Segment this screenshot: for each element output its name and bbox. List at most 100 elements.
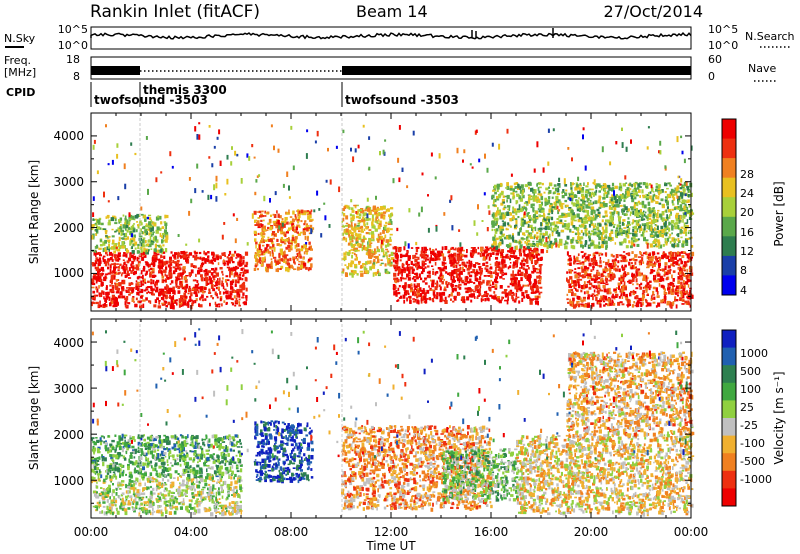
power-cell [571,192,575,196]
power-cell [241,296,245,299]
power-cell [690,251,695,257]
power-cell [119,217,123,221]
power-cell [585,194,588,199]
power-cell [519,267,523,269]
power-cell [209,302,211,307]
power-cell [96,218,98,224]
power-cell [188,272,192,276]
power-cell [345,225,349,227]
power-cell [432,270,434,275]
power-cells [91,122,695,310]
power-cell [593,192,595,197]
power-cell [509,198,512,204]
power-cell [672,278,675,282]
power-cell [656,216,659,219]
power-cell [278,254,281,258]
power-cell [184,290,187,293]
power-cell [203,270,207,273]
power-cell [376,208,380,211]
power-cell [549,240,553,245]
power-cell [234,272,237,276]
power-cell [629,211,633,214]
power-cell [426,271,430,274]
power-cell [583,284,586,286]
power-cell [609,196,611,199]
power-cell [537,208,540,210]
power-cell [150,229,152,232]
power-cell [650,230,654,234]
power-cell [98,285,100,289]
power-cell [570,182,572,186]
power-cell [362,216,365,220]
power-cell [261,210,264,213]
power-cell [645,241,648,244]
power-cell [213,278,216,281]
power-cell [489,266,493,269]
power-cell [604,214,608,218]
power-cell [648,217,652,220]
power-cell [494,191,497,195]
power-cell [400,254,404,258]
power-cell [491,243,495,247]
power-cell [423,256,427,260]
power-cell [358,235,362,239]
power-cell [596,214,600,217]
power-cell [582,210,585,213]
power-cell [561,192,563,195]
power-cell [187,288,190,292]
power-cell [388,254,392,256]
power-cell [374,228,378,232]
power-cell [662,298,665,302]
power-cell [624,206,628,211]
power-cell [114,230,117,233]
power-cell [614,185,618,189]
power-cell [515,182,519,185]
power-cell [597,211,601,215]
power-cell [661,217,665,221]
power-cell [632,232,636,237]
power-cell [194,300,197,304]
power-cell [133,234,136,238]
power-cell [242,256,245,260]
power-cell [539,193,543,197]
power-cell [413,289,415,293]
power-cell [656,260,660,263]
power-cell [294,262,296,265]
power-cell [635,210,639,214]
power-cell [116,263,119,265]
power-cell [201,257,204,262]
power-cell [221,277,224,280]
power-cell [263,239,265,243]
power-cell [192,300,195,304]
power-cell [656,269,659,272]
power-cell [346,205,350,209]
power-cell [388,239,392,242]
power-cell [479,293,482,295]
power-cell [127,236,129,240]
power-cell [686,224,689,229]
power-cell [374,250,377,254]
power-cell [355,256,358,261]
power-cell [541,209,544,213]
power-cell [686,290,688,295]
power-cell [149,239,153,242]
power-cell [494,280,498,284]
power-cell [632,210,635,215]
power-cell [348,206,351,210]
power-cell [201,299,204,302]
power-cell [259,257,262,262]
power-cell [111,290,115,294]
power-cell [242,259,245,264]
power-cell [580,289,583,293]
power-cell [650,269,654,274]
power-cell [477,246,480,250]
power-cell [547,213,551,216]
power-cell [380,248,384,253]
power-cell [499,225,503,229]
power-cell [618,195,621,200]
power-cell [548,199,551,204]
power-cell [149,300,152,304]
power-cell [447,251,450,254]
power-cell [416,267,419,271]
power-cell [502,264,505,269]
